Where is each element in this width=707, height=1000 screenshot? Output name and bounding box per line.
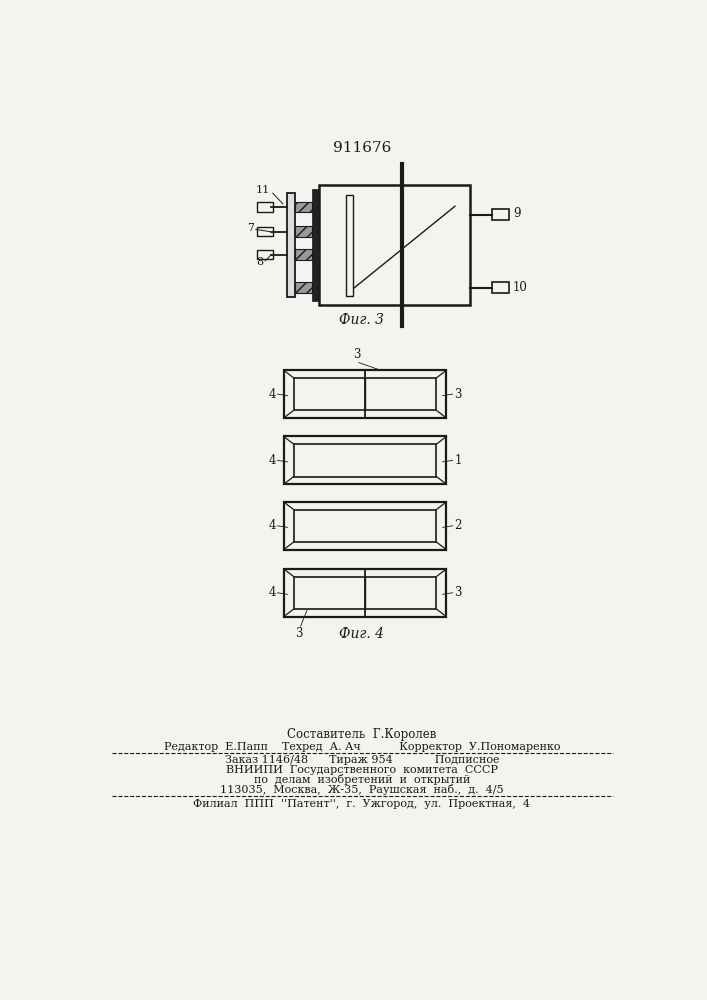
Text: 7: 7 xyxy=(247,223,255,233)
Text: 3: 3 xyxy=(354,348,361,361)
Text: 3: 3 xyxy=(454,388,462,401)
Text: Фиг. 3: Фиг. 3 xyxy=(339,313,385,327)
Polygon shape xyxy=(287,193,295,297)
Text: 10: 10 xyxy=(513,281,528,294)
Bar xyxy=(295,202,312,212)
Text: Филиал  ППП  ''Патент'',  г.  Ужгород,  ул.  Проектная,  4: Филиал ППП ''Патент'', г. Ужгород, ул. П… xyxy=(194,799,530,809)
Text: 1: 1 xyxy=(454,454,462,467)
Text: 11: 11 xyxy=(255,185,270,195)
Bar xyxy=(295,249,312,260)
Text: 113035,  Москва,  Ж-35,  Раушская  наб.,  д.  4/5: 113035, Москва, Ж-35, Раушская наб., д. … xyxy=(220,784,504,795)
Text: по  делам  изобретений  и  открытий: по делам изобретений и открытий xyxy=(254,774,470,785)
Text: 4: 4 xyxy=(269,388,276,401)
Text: 9: 9 xyxy=(513,207,520,220)
Bar xyxy=(295,282,312,293)
Text: 3: 3 xyxy=(454,586,462,599)
Text: 4: 4 xyxy=(269,519,276,532)
Text: 4: 4 xyxy=(269,586,276,599)
Text: Составитель  Г.Королев: Составитель Г.Королев xyxy=(287,728,437,741)
Text: 911676: 911676 xyxy=(333,141,391,155)
Text: Заказ 1146/48      Тираж 954            Подписное: Заказ 1146/48 Тираж 954 Подписное xyxy=(225,755,499,765)
Text: 2: 2 xyxy=(454,519,462,532)
Text: ВНИИПИ  Государственного  комитета  СССР: ВНИИПИ Государственного комитета СССР xyxy=(226,765,498,775)
Text: 4: 4 xyxy=(269,454,276,467)
Text: Фиг. 4: Фиг. 4 xyxy=(339,627,385,641)
Bar xyxy=(295,226,312,237)
Text: 3: 3 xyxy=(296,627,303,640)
Text: Редактор  Е.Папп    Техред  А. Ач           Корректор  У.Пономаренко: Редактор Е.Папп Техред А. Ач Корректор У… xyxy=(164,742,560,752)
Text: 8: 8 xyxy=(257,257,264,267)
Bar xyxy=(312,189,320,301)
